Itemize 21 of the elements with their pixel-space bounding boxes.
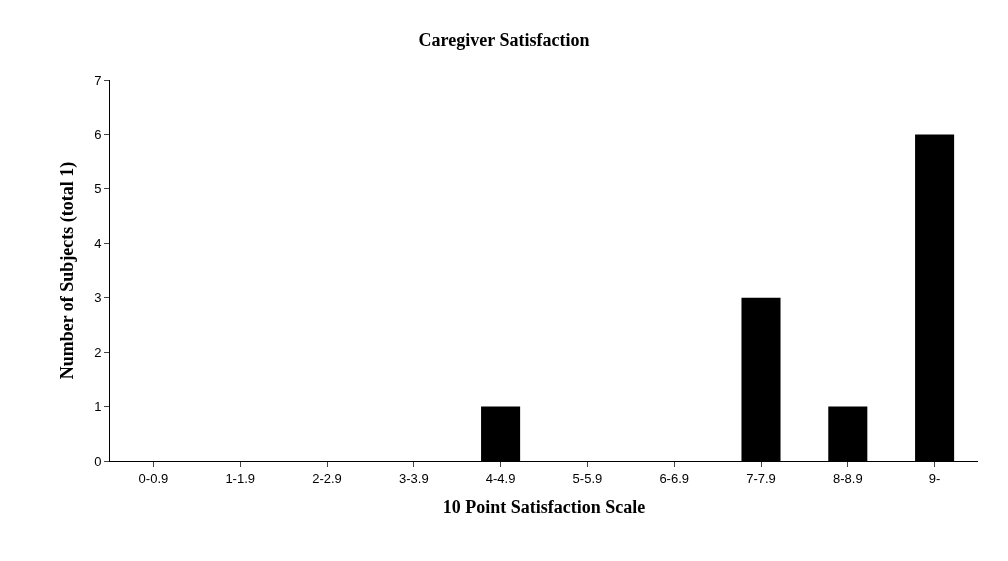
y-tick-label: 3: [94, 290, 102, 306]
x-tick-label: 0-0.9: [138, 470, 169, 486]
x-tick-label: 9-: [928, 470, 941, 486]
y-tick-label: 6: [94, 126, 102, 142]
chart-title: Caregiver Satisfaction: [418, 30, 590, 51]
y-tick-label: 2: [94, 344, 102, 360]
x-tick-label: 8-8.9: [832, 470, 863, 486]
x-tick-label: 1-1.9: [225, 470, 256, 486]
y-tick-label: 1: [94, 399, 102, 415]
y-tick-label: 5: [94, 181, 102, 197]
x-tick-label: 5-5.9: [572, 470, 603, 486]
x-tick-label: 7-7.9: [746, 470, 776, 486]
x-tick-label: 3-3.9: [398, 470, 429, 486]
y-tick-label: 7: [94, 72, 102, 88]
y-tick-label: 0: [94, 453, 102, 469]
y-tick-label: 4: [94, 235, 102, 251]
x-tick-label: 4-4.9: [485, 470, 516, 486]
x-axis-title: 10 Point Satisfaction Scale: [442, 496, 646, 517]
x-tick-label: 2-2.9: [312, 470, 342, 486]
x-tick-label: 6-6.9: [659, 470, 690, 486]
y-axis-title: Number of Subjects (total 1): [57, 161, 79, 380]
